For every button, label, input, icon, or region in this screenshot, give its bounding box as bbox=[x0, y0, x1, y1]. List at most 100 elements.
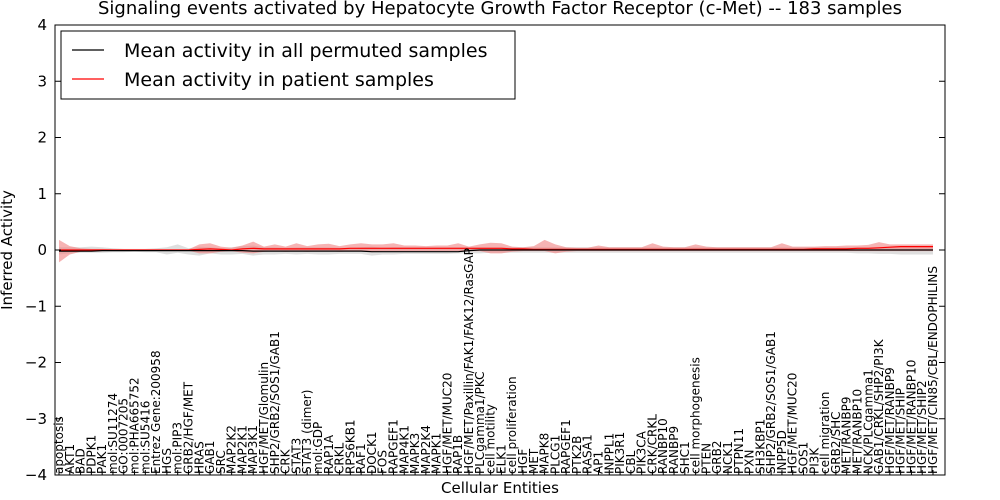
x-tick-label: NCK1 bbox=[721, 441, 735, 474]
x-tick-label: mol:SU11274 bbox=[106, 393, 120, 474]
y-axis: −4 −3 −2 −1 0 1 2 3 4 bbox=[25, 16, 945, 484]
x-tick-label: NCK/PLCgamma1 bbox=[861, 369, 875, 474]
y-tick-label: −3 bbox=[25, 410, 47, 428]
y-tick-label: 0 bbox=[37, 241, 47, 259]
x-tick-label: INPPL1 bbox=[602, 433, 616, 474]
x-tick-label: MAP4K1 bbox=[397, 425, 411, 474]
x-tick-label: PLCG1 bbox=[548, 435, 562, 474]
x-tick-label: HGF/MET/Glomulin bbox=[257, 362, 271, 474]
y-tick-label: 1 bbox=[37, 185, 47, 203]
x-axis: apoptosisAKT1BADPDPK1PAK1mol:SU11274GO:0… bbox=[52, 248, 940, 475]
y-tick-label: −4 bbox=[25, 466, 47, 484]
legend-label-patient: Mean activity in patient samples bbox=[124, 69, 434, 91]
x-tick-label: PDPK1 bbox=[84, 435, 98, 474]
x-tick-label: PIK3CA bbox=[635, 430, 649, 474]
x-tick-label: RAPGEF1 bbox=[559, 419, 573, 474]
x-tick-label: SOS1 bbox=[797, 442, 811, 474]
x-tick-label: RASA1 bbox=[581, 434, 595, 474]
x-tick-label: cell motility bbox=[484, 404, 498, 474]
x-tick-label: Entrez Gene:200958 bbox=[149, 350, 163, 474]
x-tick-label: PLCgamma1/PKC bbox=[473, 371, 487, 474]
x-tick-label: MET/RANBP9 bbox=[840, 397, 854, 474]
x-tick-label: mol:PIP3 bbox=[171, 422, 185, 474]
x-tick-label: PIK3R1 bbox=[613, 432, 627, 474]
x-tick-label: PTEN bbox=[699, 443, 713, 474]
x-tick-label: CRK/CRKL bbox=[646, 414, 660, 474]
chart-title: Signaling events activated by Hepatocyte… bbox=[98, 0, 902, 19]
x-tick-label: MAP2K1 bbox=[235, 425, 249, 474]
y-tick-label: 2 bbox=[37, 129, 47, 147]
x-tick-label: GRB2/SHC bbox=[829, 411, 843, 474]
x-tick-label: DOCK1 bbox=[365, 431, 379, 474]
x-tick-label: HGF/MET/MUC20 bbox=[440, 373, 454, 474]
x-tick-label: HGF/MET/CIN85/CBL/ENDOPHILINS bbox=[926, 266, 940, 474]
x-tick-label: cell morphogenesis bbox=[689, 357, 703, 474]
band-patient bbox=[59, 239, 933, 263]
x-tick-label: SRC bbox=[214, 450, 228, 474]
x-tick-label: mol:GDP bbox=[311, 422, 325, 474]
x-tick-label: cell migration bbox=[818, 392, 832, 474]
legend-label-permuted: Mean activity in all permuted samples bbox=[124, 40, 487, 62]
x-tick-label: GAB1 bbox=[203, 441, 217, 474]
x-tick-label: RPS6KB1 bbox=[343, 419, 357, 474]
y-axis-label: Inferred Activity bbox=[0, 190, 16, 310]
x-tick-label: PTK2B bbox=[570, 436, 584, 474]
x-tick-label: ELK1 bbox=[494, 444, 508, 474]
x-tick-label: SHC1 bbox=[678, 441, 692, 474]
x-tick-label: PXN bbox=[743, 450, 757, 474]
x-tick-label: HGF/MET/RANBP10 bbox=[904, 360, 918, 474]
x-tick-label: PTPN11 bbox=[732, 428, 746, 474]
x-tick-label: HGF/MET/SHIP2 bbox=[915, 380, 929, 474]
x-tick-label: MET bbox=[527, 448, 541, 474]
x-tick-label: PAK1 bbox=[95, 444, 109, 474]
x-tick-label: RANBP10 bbox=[656, 418, 670, 474]
x-tick-label: mol:PHA665752 bbox=[128, 377, 142, 474]
x-tick-label: HGF/MET/RANBP9 bbox=[883, 367, 897, 474]
x-tick-label: AP1 bbox=[592, 451, 606, 474]
x-tick-label: RANBP9 bbox=[667, 426, 681, 474]
x-tick-label: FOS bbox=[376, 450, 390, 474]
x-tick-label: MAP3K1 bbox=[246, 425, 260, 474]
x-tick-label: HGS bbox=[160, 448, 174, 474]
x-tick-label: RAP1B bbox=[451, 435, 465, 474]
x-tick-label: CBL bbox=[624, 450, 638, 474]
x-tick-label: GRB2/HGF/MET bbox=[182, 381, 196, 474]
x-tick-label: MAP2K4 bbox=[419, 425, 433, 474]
x-tick-label: cell proliferation bbox=[505, 376, 519, 474]
x-tick-label: MAP2K2 bbox=[225, 425, 239, 474]
x-tick-label: GRB2 bbox=[710, 440, 724, 474]
x-tick-label: AKT1 bbox=[63, 444, 77, 474]
x-tick-label: CRKL bbox=[333, 442, 347, 474]
y-tick-label: −2 bbox=[25, 354, 47, 372]
x-tick-label: HGF/MET/Paxillin/FAK1/FAK12/RasGAP bbox=[462, 248, 476, 474]
x-tick-label: mol:SU5416 bbox=[138, 401, 152, 474]
y-tick-label: −1 bbox=[25, 297, 47, 315]
x-tick-label: RAPGEF1 bbox=[387, 419, 401, 474]
x-axis-label: Cellular Entities bbox=[441, 479, 559, 497]
x-tick-label: HGF/MET/SHIP bbox=[894, 388, 908, 474]
x-tick-label: apoptosis bbox=[52, 416, 66, 474]
x-tick-label: PI3K bbox=[807, 447, 821, 474]
x-tick-label: STAT3 bbox=[289, 438, 303, 474]
x-tick-label: CRK bbox=[279, 448, 293, 474]
x-tick-label: SHP2/GRB2/SOS1/GAB1 bbox=[764, 331, 778, 474]
series-lines bbox=[59, 246, 933, 253]
x-tick-label: HGF bbox=[516, 449, 530, 474]
x-tick-label: INPP5D bbox=[775, 430, 789, 474]
x-tick-label: HRAS bbox=[192, 441, 206, 474]
line-permuted bbox=[59, 249, 933, 253]
x-tick-label: GAB1/CRKL/SHP2/PI3K bbox=[872, 338, 886, 474]
y-tick-label: 4 bbox=[37, 16, 47, 34]
y-tick-label: 3 bbox=[37, 72, 47, 90]
x-tick-label: RAF1 bbox=[354, 443, 368, 474]
x-tick-label: BAD bbox=[74, 448, 88, 474]
x-tick-label: MAPK8 bbox=[538, 433, 552, 474]
x-tick-label: STAT3 (dimer) bbox=[300, 390, 314, 474]
x-tick-label: HGF/MET/MUC20 bbox=[786, 373, 800, 474]
x-tick-label: MAPK3 bbox=[408, 433, 422, 474]
x-tick-label: GO:0007205 bbox=[117, 398, 131, 474]
x-tick-label: SHP2/GRB2/SOS1/GAB1 bbox=[268, 331, 282, 474]
x-tick-label: MET/RANBP10 bbox=[851, 389, 865, 474]
legend: Mean activity in all permuted samples Me… bbox=[60, 30, 516, 100]
